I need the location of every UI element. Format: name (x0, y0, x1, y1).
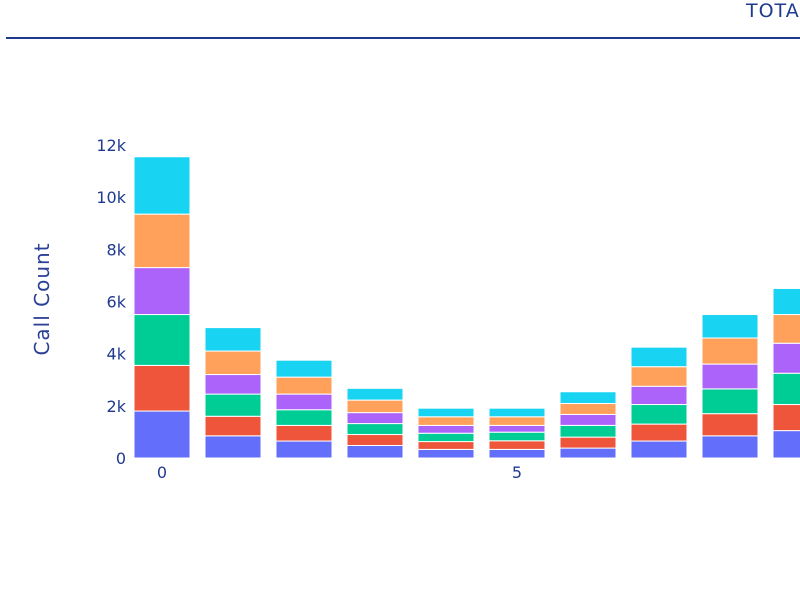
bar-segment[interactable] (772, 314, 800, 344)
bar-segment[interactable] (559, 402, 617, 415)
bar-segment[interactable] (346, 434, 404, 446)
header-title: TOTA (746, 0, 800, 22)
bar-segment[interactable] (417, 441, 475, 450)
bar-segment[interactable] (417, 424, 475, 434)
bar-segment[interactable] (346, 399, 404, 414)
x-tick-label: 0 (157, 463, 167, 482)
bar-segment[interactable] (346, 387, 404, 401)
bar-segment[interactable] (559, 436, 617, 449)
bar-segment[interactable] (346, 423, 404, 436)
bar-segment[interactable] (630, 404, 688, 425)
bar-segment[interactable] (417, 448, 475, 459)
bar-segment[interactable] (346, 412, 404, 425)
bar-segment[interactable] (417, 432, 475, 443)
bar-segment[interactable] (346, 444, 404, 459)
bar-segment[interactable] (772, 372, 800, 406)
y-tick-label: 8k (107, 240, 127, 259)
bar-segment[interactable] (133, 213, 191, 269)
bar-segment[interactable] (133, 410, 191, 459)
bar-segment[interactable] (488, 448, 546, 459)
bar-segment[interactable] (701, 435, 759, 459)
bar-segment[interactable] (630, 385, 688, 406)
bar-segment[interactable] (204, 327, 262, 352)
y-axis-ticks: 0 2k 4k 6k 8k 10k 12k (96, 136, 126, 468)
bar-segment[interactable] (630, 440, 688, 459)
bar-segment[interactable] (275, 409, 333, 426)
bar-segment[interactable] (204, 374, 262, 395)
bar-segment[interactable] (559, 424, 617, 438)
y-tick-label: 12k (96, 136, 126, 155)
bar-segment[interactable] (488, 440, 546, 450)
bar-segment[interactable] (133, 314, 191, 366)
bar-segment[interactable] (559, 391, 617, 404)
bar-segment[interactable] (204, 350, 262, 376)
bar-segment[interactable] (488, 431, 546, 442)
bar-segment[interactable] (204, 393, 262, 417)
bar-segment[interactable] (772, 430, 800, 459)
bar-segment[interactable] (630, 423, 688, 442)
bar-segment[interactable] (701, 413, 759, 437)
x-tick-label: 5 (512, 463, 522, 482)
y-tick-label: 0 (116, 449, 126, 468)
bar-segment[interactable] (275, 440, 333, 459)
bar-segment[interactable] (488, 407, 546, 418)
bar-segment[interactable] (204, 435, 262, 459)
bar-segment[interactable] (275, 424, 333, 442)
bar-segment[interactable] (701, 314, 759, 339)
header-rule (6, 37, 800, 39)
bar-segment[interactable] (559, 413, 617, 426)
bar-segment[interactable] (133, 364, 191, 412)
bar-segment[interactable] (488, 416, 546, 426)
bar-segment[interactable] (701, 388, 759, 415)
bar-segment[interactable] (133, 267, 191, 316)
y-tick-label: 4k (107, 345, 127, 364)
bar-segment[interactable] (559, 447, 617, 459)
bar-segment[interactable] (204, 415, 262, 437)
bar-segment[interactable] (701, 337, 759, 365)
bar-segment[interactable] (275, 376, 333, 395)
bar-segment[interactable] (488, 424, 546, 433)
y-tick-label: 2k (107, 397, 127, 416)
bar-segment[interactable] (417, 416, 475, 426)
bar-segment[interactable] (630, 346, 688, 368)
y-axis-label: Call Count (30, 242, 54, 355)
bar-segment[interactable] (701, 363, 759, 390)
bar-segment[interactable] (133, 156, 191, 215)
y-tick-label: 10k (96, 188, 126, 207)
bar-segment[interactable] (772, 287, 800, 316)
bar-segment[interactable] (630, 366, 688, 387)
plot-area (133, 156, 800, 459)
bar-segment[interactable] (275, 359, 333, 378)
y-tick-label: 6k (107, 293, 127, 312)
bar-segment[interactable] (417, 407, 475, 418)
bar-segment[interactable] (772, 404, 800, 432)
bar-segment[interactable] (772, 342, 800, 374)
bar-segment[interactable] (275, 393, 333, 411)
